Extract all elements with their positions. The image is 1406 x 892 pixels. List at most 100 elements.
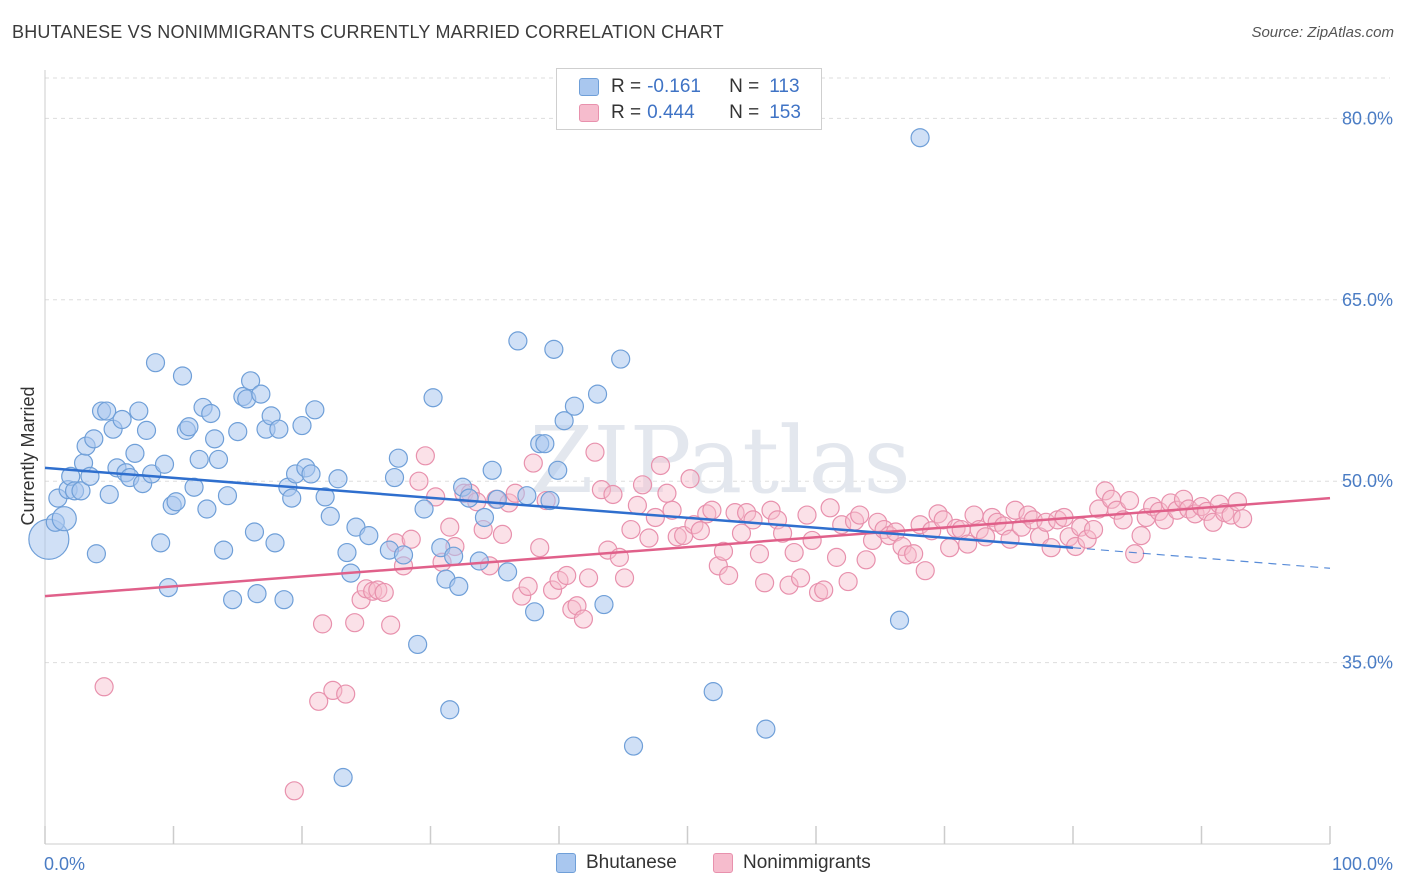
- bhutanese-point: [205, 429, 225, 449]
- legend-item-nonimmigrants[interactable]: Nonimmigrants: [713, 852, 871, 874]
- r-label: R =: [611, 76, 642, 97]
- legend-label: Nonimmigrants: [743, 852, 871, 873]
- nonimmigrants-point: [323, 680, 343, 701]
- bhutanese-point: [282, 488, 302, 508]
- bhutanese-point: [508, 331, 528, 351]
- nonimmigrants-point: [492, 524, 513, 545]
- bhutanese-point: [241, 371, 261, 391]
- nonimmigrants-point: [650, 455, 671, 476]
- nonimmigrants-point: [1119, 490, 1140, 511]
- bhutanese-point: [228, 422, 248, 442]
- bhutanese-point: [889, 610, 910, 630]
- nonimmigrants-point: [850, 505, 870, 525]
- nonimmigrants-point: [614, 568, 635, 588]
- nonimmigrants-point: [530, 538, 550, 558]
- nonimmigrants-point: [784, 542, 804, 563]
- nonimmigrants-point: [603, 484, 623, 505]
- nonimmigrants-point: [542, 580, 563, 600]
- bhutanese-point: [142, 464, 162, 484]
- nonimmigrants-point: [639, 528, 659, 548]
- bhutanese-point: [487, 489, 507, 509]
- nonimmigrants-point: [808, 582, 829, 603]
- nonimmigrants-point: [719, 565, 739, 586]
- bhutanese-swatch: [556, 853, 576, 873]
- bhutanese-point: [305, 400, 325, 420]
- bhutanese-point: [444, 546, 464, 566]
- nonimmigrants-point: [940, 538, 960, 558]
- nonimmigrants-point: [585, 442, 605, 462]
- bhutanese-point: [408, 634, 428, 655]
- nonimmigrants-point: [336, 684, 356, 704]
- bhutanese-point: [320, 506, 340, 526]
- nonimmigrants-point: [409, 471, 429, 491]
- nonimmigrants-point: [374, 582, 394, 603]
- nonimmigrants-point: [518, 576, 538, 597]
- bhutanese-trend-line: [44, 466, 1074, 549]
- nonimmigrants-point: [401, 529, 421, 549]
- bhutanese-point: [544, 339, 564, 359]
- bhutanese-point: [223, 590, 243, 610]
- bhutanese-point: [393, 545, 414, 565]
- bhutanese-point: [214, 540, 234, 560]
- nonimmigrants-point: [1131, 526, 1151, 546]
- nonimmigrants-points: [94, 442, 1253, 801]
- nonimmigrants-point: [1227, 492, 1248, 512]
- nonimmigrants-point: [573, 609, 594, 629]
- nonimmigrants-point: [690, 521, 710, 541]
- nonimmigrants-point: [440, 517, 460, 537]
- nonimmigrants-point: [591, 480, 612, 500]
- n-value: 113: [769, 76, 800, 97]
- nonimmigrants-point: [702, 500, 722, 520]
- nonimmigrants-point: [1233, 509, 1253, 529]
- y-tick-label: 65.0%: [1342, 290, 1393, 310]
- bhutanese-point: [51, 506, 77, 532]
- trend-lines: [44, 466, 1331, 598]
- bhutanese-point: [548, 460, 568, 480]
- nonimmigrants-point: [512, 586, 532, 606]
- bhutanese-point: [414, 499, 434, 519]
- bhutanese-point: [179, 417, 199, 437]
- bhutanese-point: [554, 411, 574, 431]
- legend-item-bhutanese[interactable]: Bhutanese: [556, 852, 677, 874]
- bhutanese-point: [482, 460, 502, 480]
- nonimmigrants-point: [958, 534, 978, 554]
- nonimmigrants-point: [928, 504, 948, 524]
- bhutanese-point: [611, 349, 631, 369]
- nonimmigrants-point: [779, 575, 799, 595]
- axes: [44, 70, 1331, 845]
- y-tick-label: 50.0%: [1342, 471, 1393, 491]
- bhutanese-point: [99, 484, 119, 505]
- nonimmigrants-point: [814, 580, 834, 600]
- bhutanese-points: [28, 128, 930, 788]
- bhutanese-point: [125, 443, 145, 463]
- nonimmigrants-point: [856, 550, 876, 570]
- bhutanese-point: [384, 467, 405, 488]
- bhutanese-point: [910, 128, 930, 148]
- nonimmigrants-point: [627, 495, 647, 515]
- nonimmigrants-point: [897, 545, 917, 565]
- bhutanese-point: [328, 469, 348, 489]
- bhutanese-point: [474, 507, 495, 528]
- bhutanese-point: [540, 490, 560, 511]
- nonimmigrants-point: [657, 483, 677, 503]
- n-value: 153: [769, 102, 801, 123]
- bhutanese-point: [623, 736, 644, 756]
- bhutanese-point: [251, 384, 271, 404]
- nonimmigrants-point: [680, 469, 700, 489]
- bhutanese-point: [247, 584, 267, 604]
- nonimmigrants-point: [915, 561, 935, 581]
- y-axis-label: Currently Married: [18, 386, 38, 525]
- nonimmigrants-point: [797, 505, 817, 525]
- bhutanese-point: [423, 388, 443, 408]
- bhutanese-point: [587, 384, 608, 404]
- bhutanese-point: [564, 396, 585, 416]
- bhutanese-point: [197, 499, 217, 519]
- bhutanese-point: [703, 682, 723, 702]
- bhutanese-point: [129, 401, 149, 421]
- legend-row-bhutanese: R = -0.161 N = 113: [579, 74, 800, 100]
- nonimmigrants-point: [820, 498, 840, 518]
- bhutanese-point: [756, 719, 776, 739]
- nonimmigrants-point: [578, 568, 599, 588]
- bhutanese-point: [388, 448, 408, 468]
- bhutanese-point: [594, 594, 614, 615]
